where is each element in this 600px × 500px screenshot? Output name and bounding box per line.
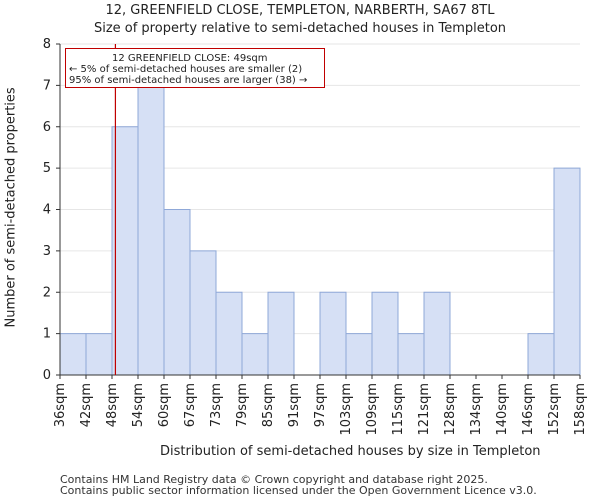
annotation-line2: ← 5% of semi-detached houses are smaller… xyxy=(69,64,303,75)
x-tick-label: 152sqm xyxy=(547,383,562,436)
histogram-bar xyxy=(397,333,425,376)
y-tick-label: 1 xyxy=(43,327,51,342)
histogram-bar xyxy=(527,333,555,376)
x-tick-label: 121sqm xyxy=(417,383,432,436)
y-tick-label: 5 xyxy=(43,161,51,176)
y-tick-label: 4 xyxy=(43,203,51,218)
x-tick-label: 134sqm xyxy=(469,383,484,436)
y-tick-label: 6 xyxy=(43,120,51,135)
x-tick-label: 109sqm xyxy=(365,383,380,436)
x-tick-label: 79sqm xyxy=(235,383,250,427)
y-tick-label: 2 xyxy=(43,285,51,300)
x-axis-label: Distribution of semi-detached houses by … xyxy=(160,444,541,459)
x-tick-label: 91sqm xyxy=(287,383,302,427)
histogram-bar xyxy=(85,333,113,376)
x-tick-label: 85sqm xyxy=(261,383,276,427)
histogram-bar xyxy=(59,333,87,376)
histogram-bar xyxy=(137,84,165,376)
x-tick-label: 128sqm xyxy=(443,383,458,436)
x-tick-label: 158sqm xyxy=(573,383,588,436)
histogram-bar xyxy=(319,291,347,376)
histogram-bar xyxy=(267,291,295,376)
x-tick-label: 146sqm xyxy=(521,383,536,436)
histogram-bar xyxy=(371,291,399,376)
histogram-bar xyxy=(423,291,451,376)
x-tick-label: 73sqm xyxy=(209,383,224,427)
histogram-bar xyxy=(215,291,243,376)
chart-title-line1: 12, GREENFIELD CLOSE, TEMPLETON, NARBERT… xyxy=(105,3,495,18)
annotation-line1: 12 GREENFIELD CLOSE: 49sqm xyxy=(112,53,268,64)
property-annotation-box: 12 GREENFIELD CLOSE: 49sqm ← 5% of semi-… xyxy=(65,48,325,88)
x-tick-label: 48sqm xyxy=(105,383,120,427)
x-tick-label: 54sqm xyxy=(131,383,146,427)
annotation-line3: 95% of semi-detached houses are larger (… xyxy=(69,75,308,86)
y-tick-label: 0 xyxy=(43,368,51,383)
x-tick-label: 97sqm xyxy=(313,383,328,427)
histogram-bar xyxy=(163,209,191,376)
x-tick-label: 60sqm xyxy=(157,383,172,427)
histogram-bar xyxy=(553,167,581,376)
x-tick-label: 36sqm xyxy=(53,383,68,427)
x-tick-label: 115sqm xyxy=(391,383,406,436)
x-tick-label: 140sqm xyxy=(495,383,510,436)
x-tick-label: 67sqm xyxy=(183,383,198,427)
y-tick-label: 7 xyxy=(43,78,51,93)
y-axis-label: Number of semi-detached properties xyxy=(3,87,19,328)
footer-line1: Contains HM Land Registry data © Crown c… xyxy=(60,473,488,486)
histogram-bar xyxy=(189,250,217,376)
histogram-bar xyxy=(241,333,269,376)
x-tick-label: 103sqm xyxy=(339,383,354,436)
histogram-bar xyxy=(345,333,373,376)
footer-line2: Contains public sector information licen… xyxy=(60,484,537,497)
chart-title-line2: Size of property relative to semi-detach… xyxy=(93,21,507,36)
y-tick-label: 8 xyxy=(43,37,51,52)
x-tick-label: 42sqm xyxy=(79,383,94,427)
y-tick-label: 3 xyxy=(43,244,51,259)
